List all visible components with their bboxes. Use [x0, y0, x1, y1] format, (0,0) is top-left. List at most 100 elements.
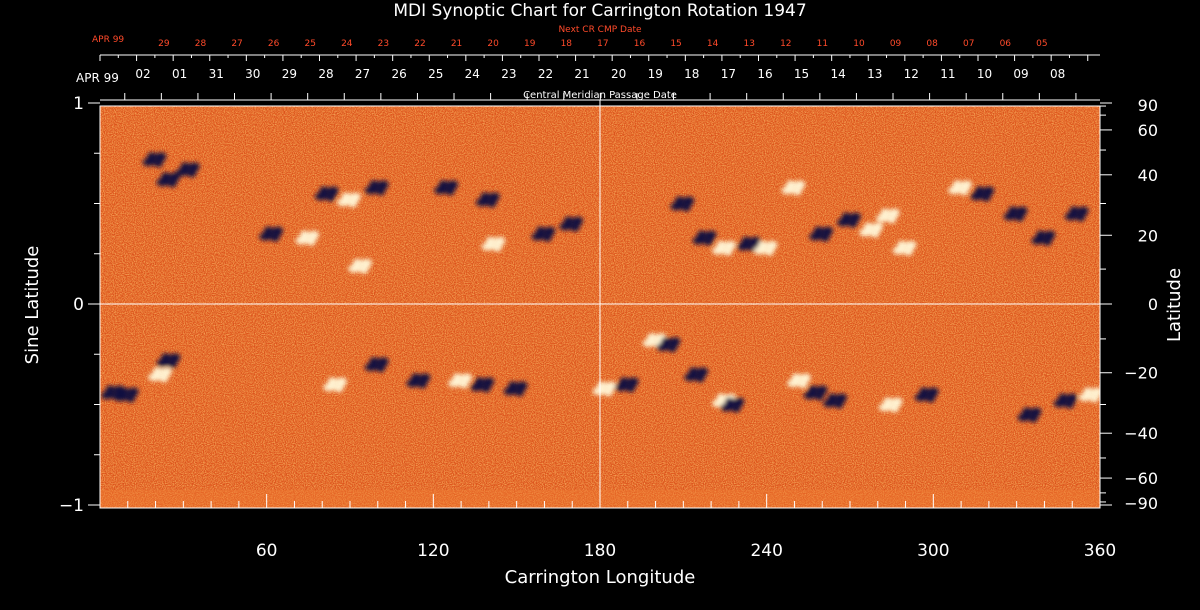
negative-polarity-region [559, 216, 584, 232]
negative-polarity-region [720, 397, 745, 413]
y-tick-label-right: −60 [1124, 469, 1158, 488]
next-cmp-date-label: 26 [268, 39, 280, 49]
next-cmp-date-labels: 29 28 27 26 25 24 23 22 21 20 19 18 17 16 15 14 13 12 11 10… [158, 39, 1047, 49]
next-cmp-date-label: 11 [817, 39, 828, 49]
latitude-axis: 90 60 40 20 0 −20 −40 −60 −90 [1100, 96, 1158, 513]
cmp-date-label: 08 [1050, 67, 1065, 81]
positive-polarity-region [592, 381, 617, 397]
x-tick-label: 360 [1084, 541, 1116, 561]
y-tick-label-right: 90 [1138, 96, 1158, 115]
cmp-date-label: 13 [867, 67, 882, 81]
next-cmp-date-label: 13 [743, 39, 754, 49]
cmp-date-label: 18 [684, 67, 699, 81]
negative-polarity-region [470, 377, 495, 393]
cmp-date-label: 19 [648, 67, 663, 81]
cmp-date-label: 01 [172, 67, 187, 81]
cmp-date-label: 25 [428, 67, 443, 81]
cmp-date-label: 02 [135, 67, 150, 81]
positive-polarity-region [781, 180, 806, 196]
negative-polarity-region [737, 236, 761, 252]
negative-polarity-region [823, 393, 848, 409]
positive-polarity-region [712, 240, 736, 256]
negative-polarity-region [475, 192, 500, 208]
next-cmp-date-label: 06 [1000, 39, 1012, 49]
cmp-date-label: 09 [1013, 67, 1028, 81]
positive-polarity-region [878, 397, 903, 413]
next-cmp-date-label: 10 [853, 39, 865, 49]
negative-polarity-region [670, 196, 695, 212]
positive-polarity-region [337, 192, 361, 208]
negative-polarity-region [364, 357, 389, 373]
negative-polarity-region [156, 353, 181, 369]
cmp-date-label: 23 [501, 67, 516, 81]
negative-polarity-region [809, 226, 834, 242]
cmp-date-label: 16 [757, 67, 772, 81]
cmp-date-label: 27 [355, 67, 370, 81]
cmp-date-label: 26 [391, 67, 406, 81]
x-tick-label: 300 [917, 541, 949, 561]
cmp-date-label: 11 [940, 67, 955, 81]
next-cmp-date-label: 08 [926, 39, 938, 49]
positive-polarity-region [892, 240, 917, 256]
negative-polarity-region [1053, 393, 1078, 409]
cmp-date-label: 24 [465, 67, 480, 81]
y-tick-label-right: 0 [1148, 295, 1158, 314]
positive-polarity-region [1078, 387, 1100, 403]
negative-polarity-region [314, 186, 339, 202]
y-axis-label-right: Latitude [1164, 268, 1185, 342]
cmp-date-label: 10 [977, 67, 992, 81]
negative-polarity-region [692, 230, 717, 246]
negative-polarity-region [684, 367, 709, 383]
negative-polarity-region [142, 152, 167, 168]
negative-polarity-region [259, 226, 284, 242]
x-tick-label: 240 [750, 541, 782, 561]
next-cmp-date-label: 20 [487, 39, 499, 49]
next-cmp-date-label: 23 [378, 39, 389, 49]
negative-polarity-region [803, 385, 828, 401]
x-tick-label: 60 [256, 541, 278, 561]
cmp-month: APR 99 [76, 71, 119, 85]
positive-polarity-region [875, 208, 900, 224]
y-tick-label-left: −1 [59, 496, 84, 516]
next-cmp-date-label: 27 [231, 39, 242, 49]
x-axis-label: Carrington Longitude [505, 567, 696, 588]
negative-polarity-region [175, 162, 200, 178]
y-tick-label-right: −90 [1124, 494, 1158, 513]
positive-polarity-region [859, 222, 884, 238]
next-cmp-date-label: 07 [963, 39, 974, 49]
next-cmp-date-label: 29 [158, 39, 170, 49]
next-cmp-date-label: 05 [1036, 39, 1047, 49]
negative-polarity-region [970, 186, 995, 202]
negative-polarity-region [100, 385, 125, 401]
next-cmp-date-label: 09 [890, 39, 902, 49]
negative-polarity-region [114, 387, 139, 403]
cmp-date-label: 22 [538, 67, 553, 81]
positive-polarity-region [148, 367, 173, 383]
cmp-date-label: 28 [318, 67, 333, 81]
cmp-date-labels: 02 01 31 30 29 28 27 26 25 24 23 22 21 20 19 18 17 16 15 14… [135, 67, 1065, 81]
negative-polarity-region [1031, 230, 1056, 246]
cmp-date-label: 20 [611, 67, 626, 81]
positive-polarity-region [295, 230, 320, 246]
negative-polarity-region [614, 377, 639, 393]
negative-polarity-region [1017, 407, 1042, 423]
next-cmp-date-label: 24 [341, 39, 353, 49]
cmp-date-label: 30 [245, 67, 260, 81]
negative-polarity-region [364, 180, 389, 196]
negative-polarity-region [914, 387, 939, 403]
negative-polarity-region [503, 381, 528, 397]
next-cmp-date-label: 17 [597, 39, 608, 49]
cmp-date-label: 12 [904, 67, 919, 81]
positive-polarity-region [323, 377, 348, 393]
next-cmp-ticks [99, 55, 1089, 61]
next-cmp-date-label: 22 [414, 39, 425, 49]
next-cmp-date-label: 15 [670, 39, 681, 49]
cmp-date-label: 17 [721, 67, 736, 81]
y-tick-label-right: 40 [1138, 166, 1158, 185]
next-cmp-date-label: 18 [561, 39, 573, 49]
negative-polarity-region [1064, 206, 1089, 222]
y-tick-label-left: 0 [73, 295, 84, 315]
negative-polarity-region [406, 373, 431, 389]
magnetogram-map [100, 106, 1100, 508]
